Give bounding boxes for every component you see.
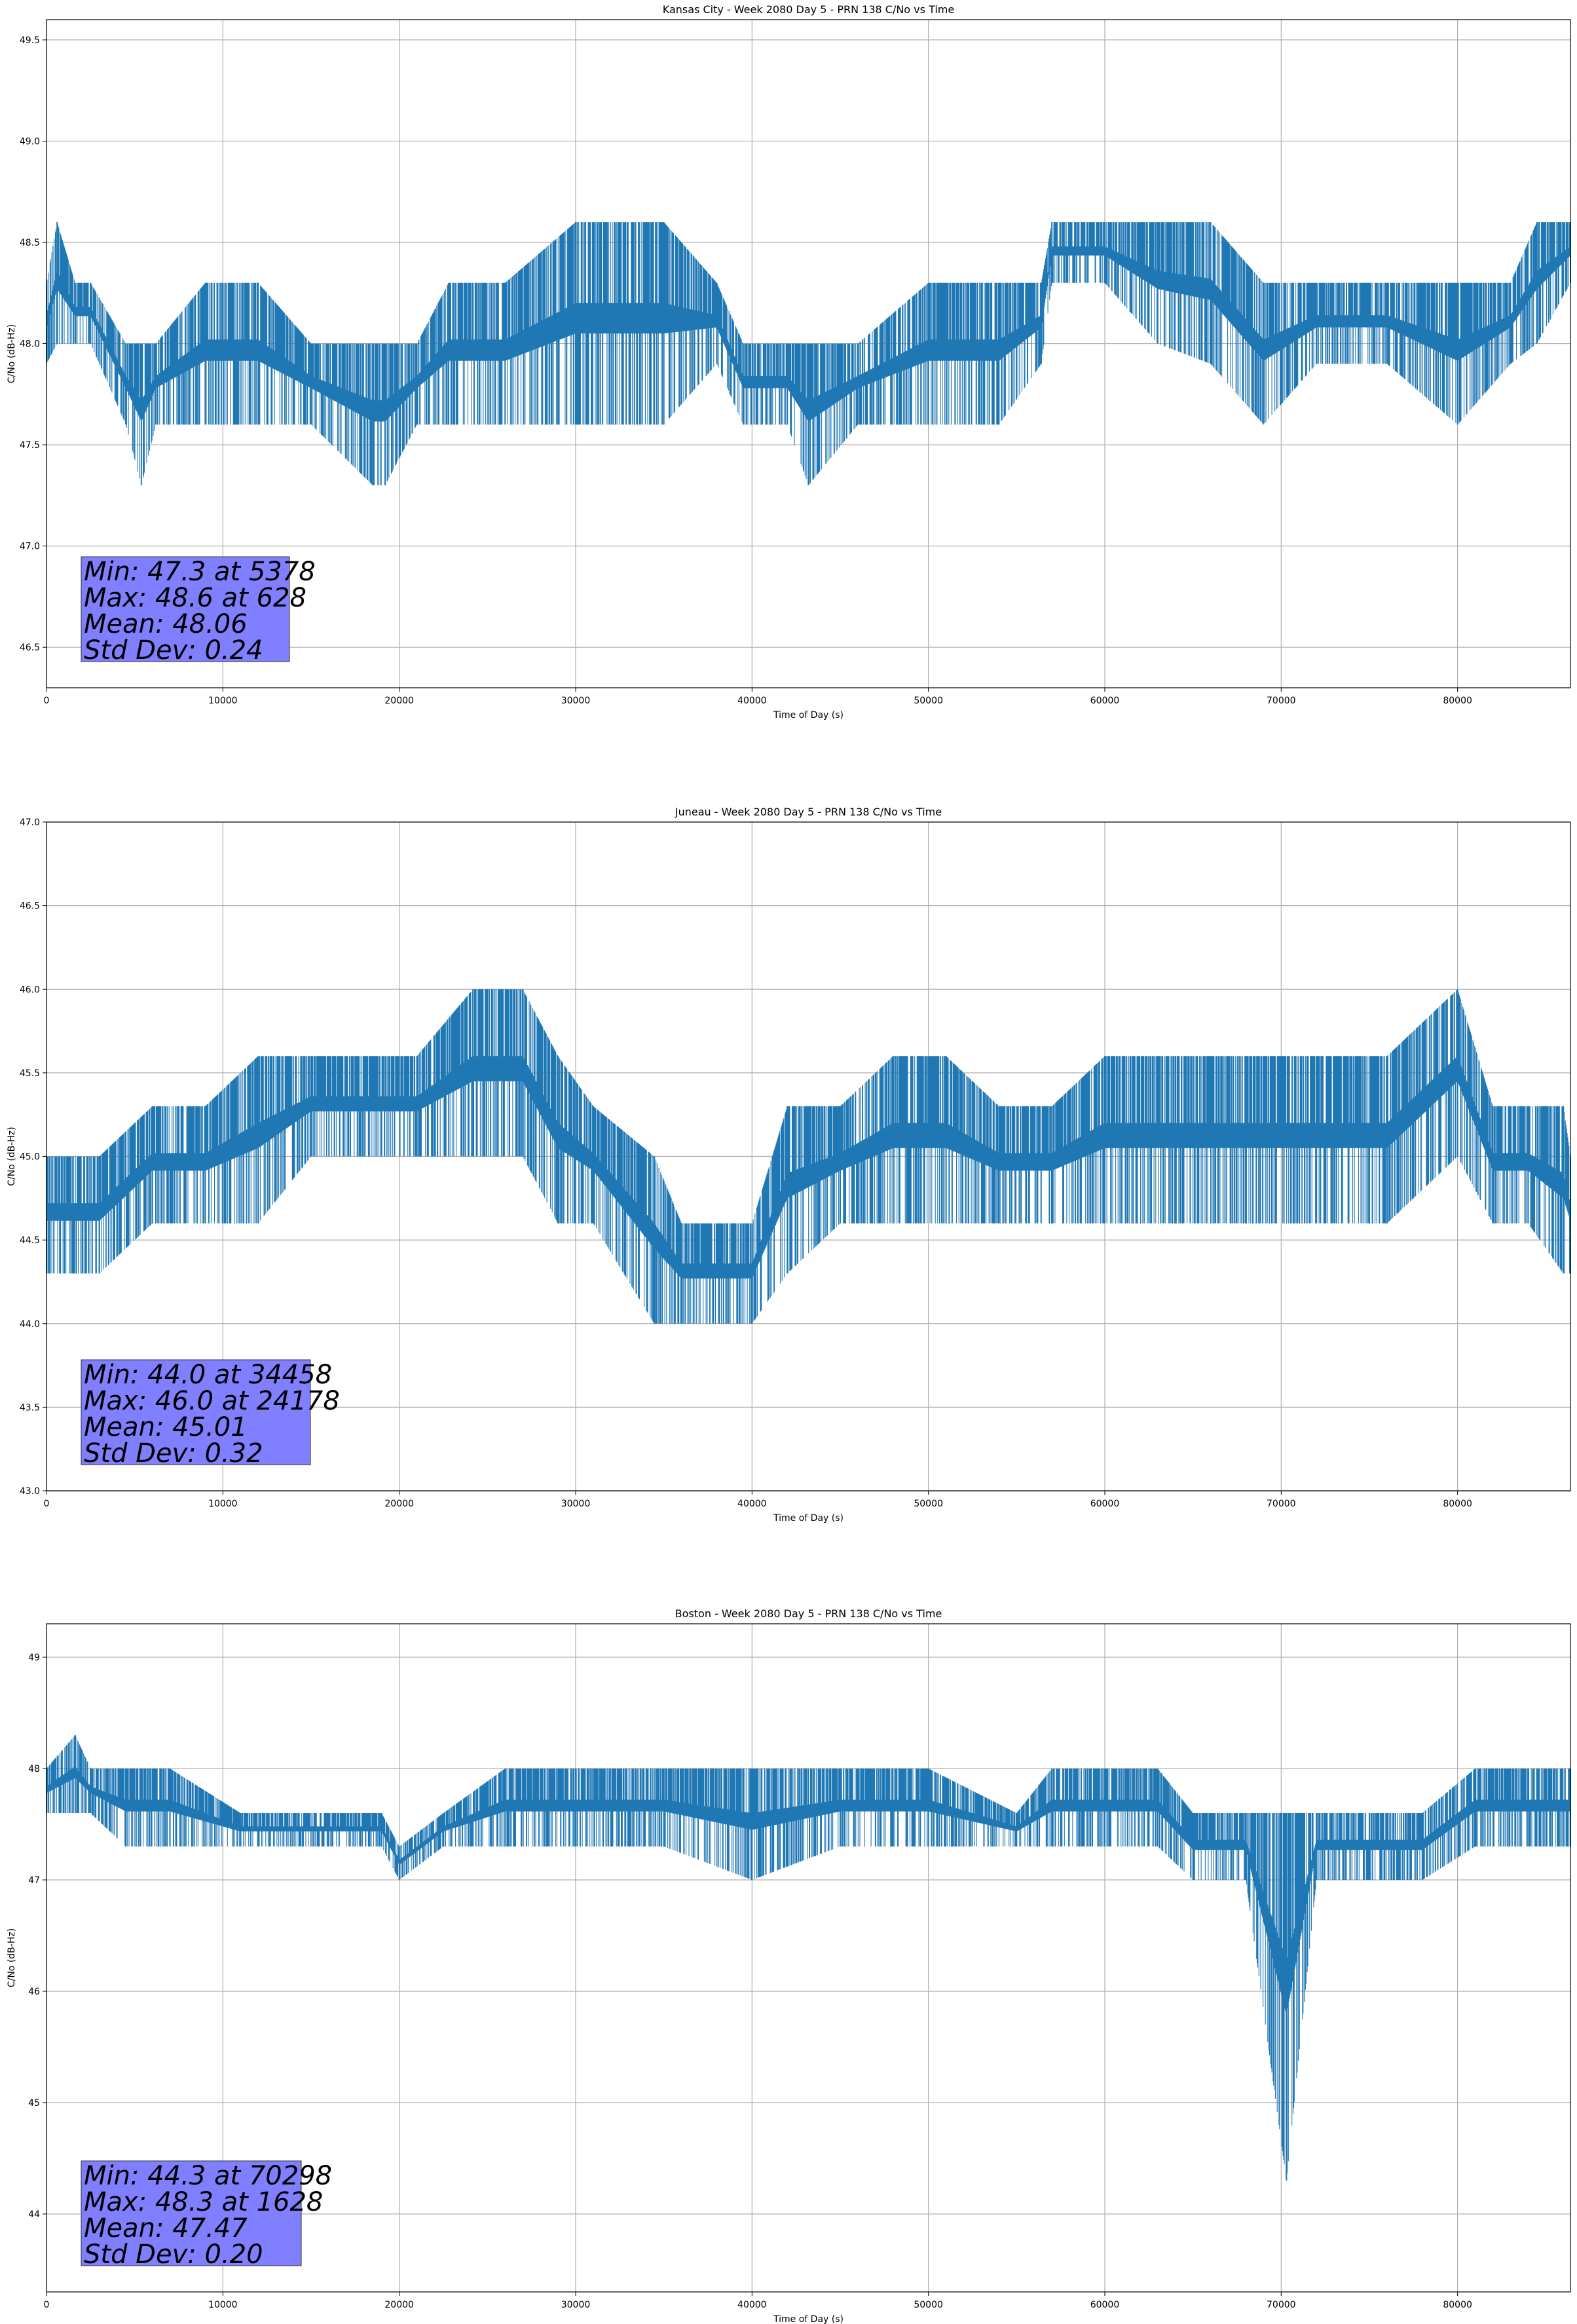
stats-line: Mean: 47.47 [84, 2213, 248, 2243]
y-tick-label: 45.5 [20, 1068, 40, 1079]
y-tick-label: 49.5 [20, 35, 40, 46]
y-tick-label: 47.0 [20, 542, 40, 552]
chart-title: Kansas City - Week 2080 Day 5 - PRN 138 … [663, 3, 954, 16]
x-tick-label: 40000 [737, 696, 767, 706]
y-axis-label: C/No (dB-Hz) [7, 1928, 17, 1987]
y-tick-label: 43.5 [20, 1402, 40, 1413]
y-tick-label: 49 [28, 1653, 40, 1663]
chart-2: 0 10000 20000 30000 40000 50000 60000 70000 8000… [7, 1607, 1571, 2324]
y-tick-label: 44.5 [20, 1235, 40, 1246]
x-tick-label: 30000 [561, 1499, 591, 1509]
chart-title: Juneau - Week 2080 Day 5 - PRN 138 C/No … [675, 806, 942, 818]
chart-title: Boston - Week 2080 Day 5 - PRN 138 C/No … [675, 1607, 942, 1620]
x-tick-label: 70000 [1267, 696, 1296, 706]
x-tick-label: 60000 [1090, 2300, 1120, 2310]
y-tick-label: 45 [28, 2098, 40, 2108]
x-tick-label: 10000 [208, 696, 238, 706]
y-axis-label: C/No (dB-Hz) [7, 1127, 17, 1186]
y-tick-label: 46.0 [20, 984, 40, 995]
plot-frame [46, 19, 1571, 688]
y-tick-label: 46 [28, 1987, 40, 1997]
y-tick-label: 47 [28, 1875, 40, 1886]
x-tick-label: 70000 [1267, 2300, 1296, 2310]
x-axis-label: Time of Day (s) [773, 2314, 844, 2324]
stats-line: Std Dev: 0.20 [84, 2240, 263, 2270]
series-line [46, 989, 1571, 1324]
y-tick-label: 46.5 [20, 901, 40, 912]
x-tick-label: 0 [44, 696, 50, 706]
x-tick-label: 50000 [914, 696, 943, 706]
y-tick-label: 46.5 [20, 643, 40, 653]
y-tick-label: 45.0 [20, 1152, 40, 1163]
y-tick-label: 44.0 [20, 1319, 40, 1330]
x-tick-label: 80000 [1443, 2300, 1472, 2310]
chart-0: 0 10000 20000 30000 40000 50000 60000 70000 8000… [7, 3, 1571, 721]
x-tick-label: 40000 [737, 1499, 767, 1509]
series-trace [46, 222, 1571, 485]
y-tick-label: 48.5 [20, 238, 40, 248]
x-tick-label: 60000 [1090, 696, 1120, 706]
y-axis-label: C/No (dB-Hz) [7, 324, 17, 383]
stats-line: Min: 44.3 at 70298 [84, 2161, 332, 2191]
series-line [46, 1735, 1571, 2179]
x-tick-label: 20000 [384, 1499, 414, 1509]
series-trace [46, 1735, 1571, 2181]
stats-line: Std Dev: 0.32 [84, 1438, 263, 1469]
stats-line: Min: 47.3 at 5378 [84, 557, 316, 587]
x-tick-label: 20000 [384, 696, 414, 706]
y-tick-label: 49.0 [20, 136, 40, 147]
x-tick-label: 10000 [208, 2300, 238, 2310]
stats-line: Min: 44.0 at 34458 [84, 1360, 332, 1390]
stats-line: Mean: 45.01 [84, 1412, 248, 1442]
x-axis-label: Time of Day (s) [773, 1513, 844, 1524]
x-tick-label: 80000 [1443, 1499, 1472, 1509]
stats-line: Mean: 48.06 [84, 609, 248, 639]
x-tick-label: 10000 [208, 1499, 238, 1509]
x-tick-label: 50000 [914, 1499, 943, 1509]
y-tick-label: 47.5 [20, 440, 40, 451]
x-tick-label: 40000 [737, 2300, 767, 2310]
x-axis-label: Time of Day (s) [773, 710, 844, 721]
stats-line: Std Dev: 0.24 [84, 635, 263, 665]
x-tick-label: 80000 [1443, 696, 1472, 706]
plot-frame [46, 821, 1571, 1491]
stats-line: Max: 46.0 at 24178 [84, 1386, 340, 1416]
x-tick-label: 30000 [561, 2300, 591, 2310]
x-tick-label: 60000 [1090, 1499, 1120, 1509]
x-tick-label: 20000 [384, 2300, 414, 2310]
y-tick-label: 48.0 [20, 339, 40, 350]
y-tick-label: 43.0 [20, 1486, 40, 1497]
stats-line: Max: 48.6 at 628 [84, 583, 306, 613]
plot-frame [46, 1623, 1571, 2293]
stats-box [81, 2160, 302, 2266]
x-tick-label: 30000 [561, 696, 591, 706]
chart-1: 0 10000 20000 30000 40000 50000 60000 70000 8000… [7, 806, 1571, 1524]
stats-line: Max: 48.3 at 1628 [84, 2187, 323, 2217]
y-tick-label: 44 [28, 2209, 40, 2220]
x-tick-label: 0 [44, 1499, 50, 1509]
x-tick-label: 70000 [1267, 1499, 1296, 1509]
y-tick-label: 48 [28, 1764, 40, 1774]
y-tick-label: 47.0 [20, 817, 40, 828]
series-trace [46, 989, 1571, 1324]
stats-box [81, 1359, 311, 1465]
stats-box [81, 556, 290, 662]
x-tick-label: 0 [44, 2300, 50, 2310]
x-tick-label: 50000 [914, 2300, 943, 2310]
